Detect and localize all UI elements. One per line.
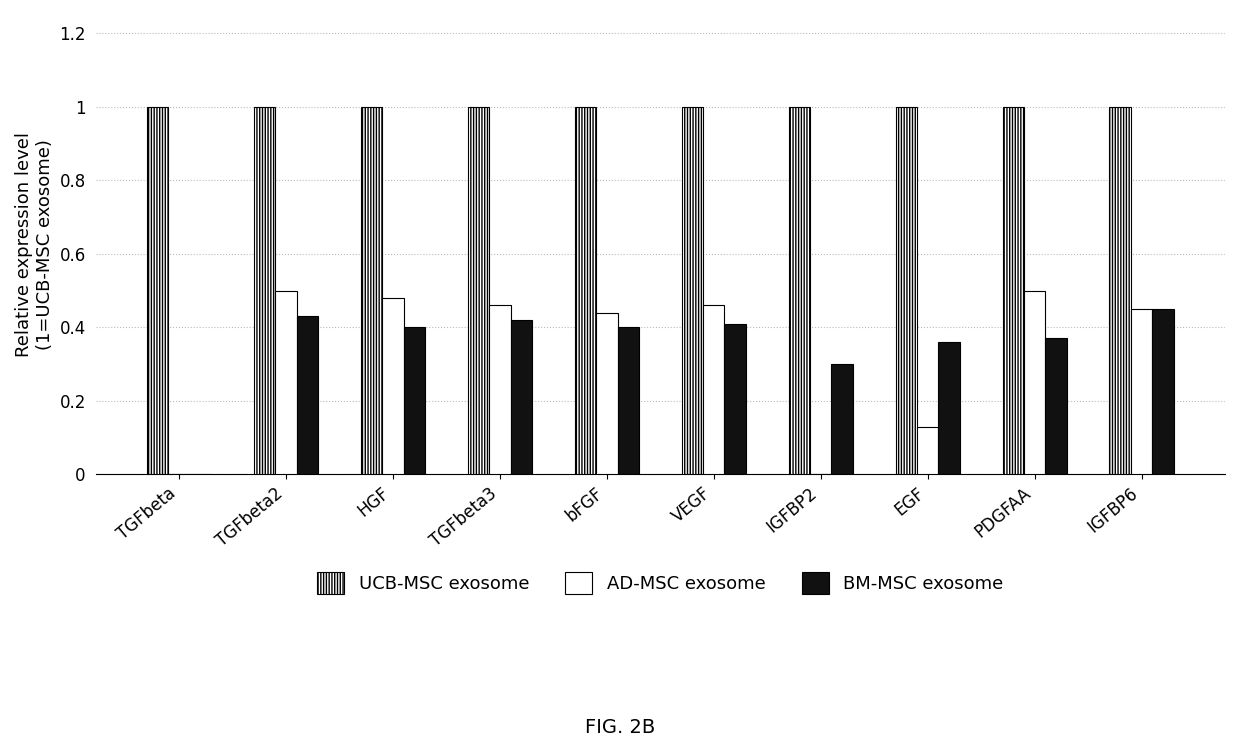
Bar [403, 327, 425, 474]
Bar [146, 107, 169, 474]
Bar [574, 107, 596, 474]
Bar [511, 320, 532, 474]
Legend: UCB-MSC exosome, AD-MSC exosome, BM-MSC exosome: UCB-MSC exosome, AD-MSC exosome, BM-MSC … [308, 563, 1013, 603]
Bar [1024, 291, 1045, 474]
Bar [1002, 107, 1024, 474]
Bar [382, 298, 403, 474]
Bar [1045, 338, 1066, 474]
Bar [895, 107, 916, 474]
Bar [1110, 107, 1131, 474]
Bar [939, 342, 960, 474]
Y-axis label: Relative expression level
(1=UCB-MSC exosome): Relative expression level (1=UCB-MSC exo… [15, 132, 53, 357]
Bar [703, 306, 724, 474]
Bar [618, 327, 639, 474]
Bar [361, 107, 382, 474]
Bar [916, 426, 939, 474]
Text: FIG. 2B: FIG. 2B [585, 718, 655, 736]
Bar [682, 107, 703, 474]
Bar [254, 107, 275, 474]
Bar [1131, 309, 1152, 474]
Bar [296, 316, 317, 474]
Bar [596, 312, 618, 474]
Bar [789, 107, 810, 474]
Bar [724, 323, 745, 474]
Bar [1152, 309, 1174, 474]
Bar [831, 364, 853, 474]
Bar [489, 306, 511, 474]
Bar [275, 291, 296, 474]
Bar [467, 107, 489, 474]
